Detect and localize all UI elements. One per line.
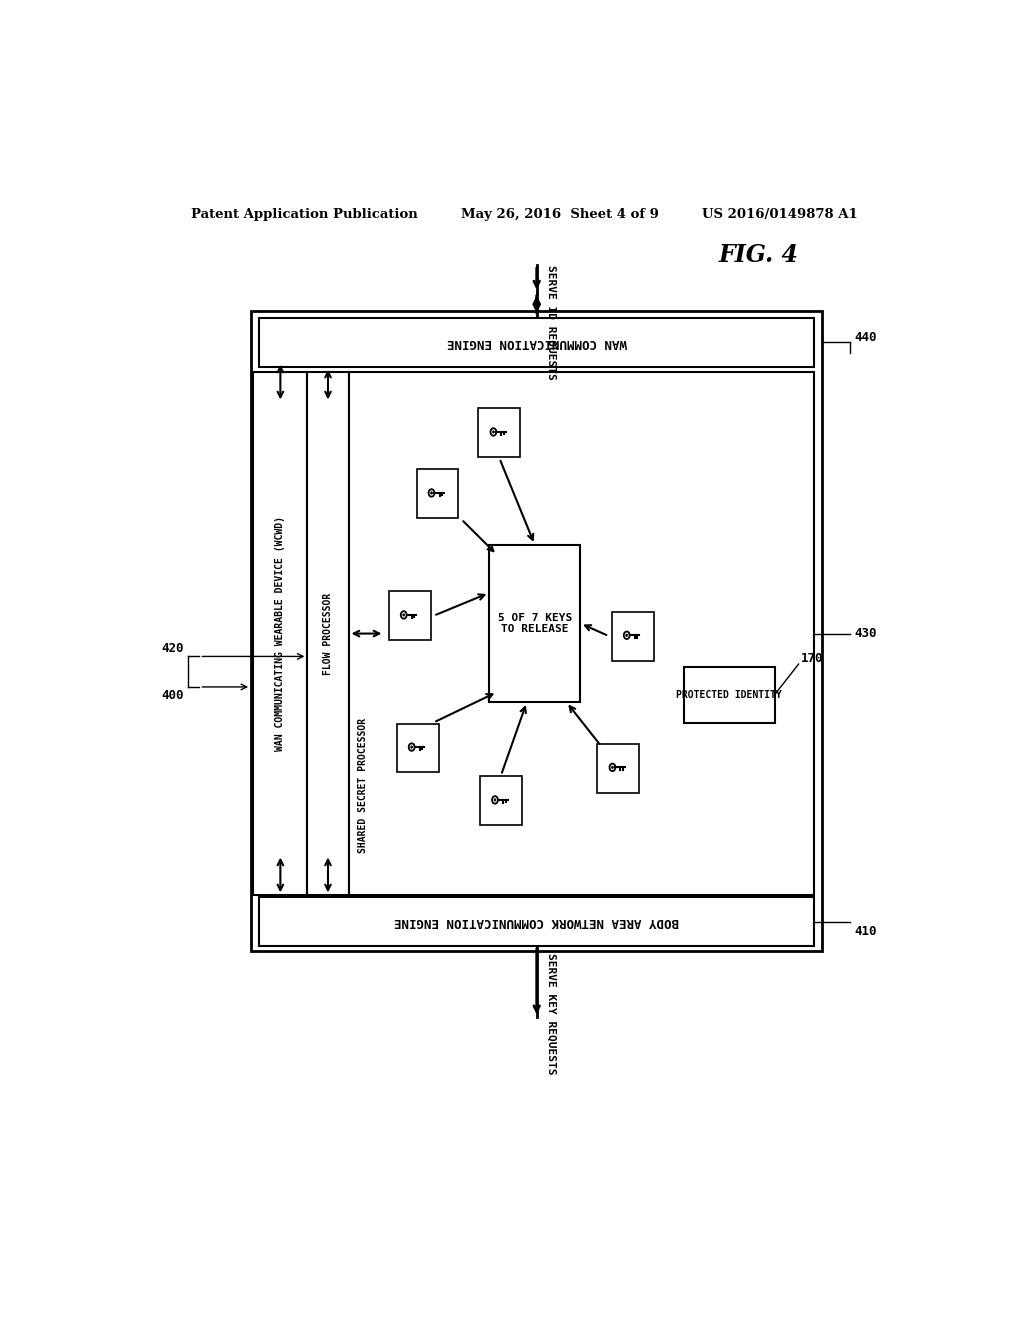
Text: WAN COMMUNICATION ENGINE: WAN COMMUNICATION ENGINE <box>446 335 627 348</box>
Bar <box>597 744 639 792</box>
Circle shape <box>611 766 613 768</box>
Text: FLOW PROCESSOR: FLOW PROCESSOR <box>323 593 333 675</box>
Bar <box>348 372 814 895</box>
Text: 410: 410 <box>854 925 877 939</box>
Bar <box>396 723 438 772</box>
Bar <box>417 470 459 519</box>
Text: 5 OF 7 KEYS
TO RELEASE: 5 OF 7 KEYS TO RELEASE <box>498 612 571 634</box>
Text: WAN COMMUNICATING WEARABLE DEVICE (WCWD): WAN COMMUNICATING WEARABLE DEVICE (WCWD) <box>275 516 286 751</box>
Text: 430: 430 <box>854 627 877 640</box>
Bar <box>684 667 775 722</box>
Bar <box>480 776 522 825</box>
Circle shape <box>430 492 432 494</box>
Bar <box>489 545 581 702</box>
Bar <box>259 318 814 367</box>
Text: 170: 170 <box>801 652 823 665</box>
Circle shape <box>494 799 496 801</box>
Text: May 26, 2016  Sheet 4 of 9: May 26, 2016 Sheet 4 of 9 <box>461 207 659 220</box>
Bar <box>478 408 520 457</box>
Text: 400: 400 <box>161 689 183 701</box>
Text: SERVE ID REQUESTS: SERVE ID REQUESTS <box>546 265 556 380</box>
Text: FIG. 4: FIG. 4 <box>719 243 799 267</box>
Bar <box>251 312 822 952</box>
Bar <box>307 372 348 895</box>
Circle shape <box>626 634 628 636</box>
Circle shape <box>402 614 404 616</box>
Circle shape <box>493 430 495 433</box>
Circle shape <box>411 746 413 748</box>
Text: 420: 420 <box>161 642 183 655</box>
Text: SERVE KEY REQUESTS: SERVE KEY REQUESTS <box>546 953 556 1074</box>
Text: PROTECTED IDENTITY: PROTECTED IDENTITY <box>676 689 782 700</box>
Text: SHARED SECRET PROCESSOR: SHARED SECRET PROCESSOR <box>358 718 368 854</box>
Text: 440: 440 <box>854 331 877 343</box>
Bar <box>611 611 653 660</box>
Text: Patent Application Publication: Patent Application Publication <box>191 207 418 220</box>
Text: BODY AREA NETWORK COMMUNICATION ENGINE: BODY AREA NETWORK COMMUNICATION ENGINE <box>394 915 679 928</box>
Bar <box>259 898 814 946</box>
Bar <box>253 372 307 895</box>
Text: US 2016/0149878 A1: US 2016/0149878 A1 <box>702 207 858 220</box>
Bar <box>389 591 431 640</box>
